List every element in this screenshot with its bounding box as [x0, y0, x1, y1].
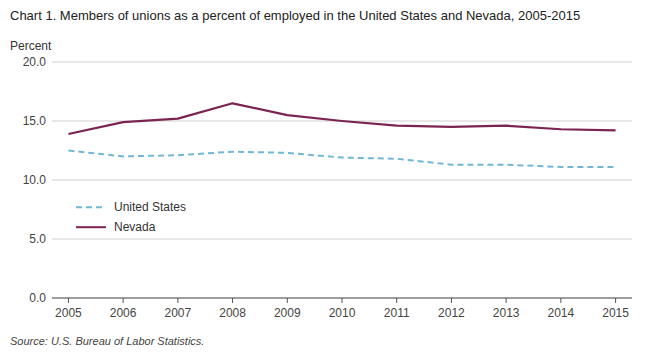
x-tick [396, 298, 397, 303]
x-tick [451, 298, 452, 303]
x-tick [68, 298, 69, 303]
x-tick-label: 2015 [602, 306, 629, 320]
x-tick-label: 2013 [493, 306, 520, 320]
series-line [68, 151, 615, 168]
legend-swatch [76, 206, 106, 208]
x-tick [506, 298, 507, 303]
legend-swatch [76, 226, 106, 228]
y-grid [52, 62, 632, 298]
x-tick-label: 2009 [274, 306, 301, 320]
x-tick [615, 298, 616, 303]
lines [68, 103, 615, 167]
x-tick [287, 298, 288, 303]
y-tick-label: 20.0 [23, 55, 47, 69]
grid-line [52, 62, 632, 63]
x-tick-label: 2005 [55, 306, 82, 320]
x-tick-label: 2014 [548, 306, 575, 320]
y-tick-label: 10.0 [23, 173, 47, 187]
grid-line [52, 180, 632, 181]
x-tick [342, 298, 343, 303]
x-tick-label: 2010 [329, 306, 356, 320]
title: Chart 1. Members of unions as a percent … [10, 8, 580, 23]
y-tick-label: 0.0 [29, 291, 46, 305]
x-tick-label: 2012 [438, 306, 465, 320]
y-axis-label: Percent [10, 39, 52, 53]
y-tick-label: 15.0 [23, 114, 47, 128]
chart: Chart 1. Members of unions as a percent … [0, 0, 650, 353]
x-tick [560, 298, 561, 303]
legend-label: United States [114, 200, 186, 214]
x-tick [177, 298, 178, 303]
series-line [68, 103, 615, 134]
grid-line [52, 239, 632, 240]
x-tick [232, 298, 233, 303]
x-tick-label: 2007 [164, 306, 191, 320]
source: Source: U.S. Bureau of Labor Statistics. [10, 335, 204, 347]
legend: United States Nevada [76, 200, 186, 234]
x-tick-label: 2008 [219, 306, 246, 320]
x-tick-label: 2006 [110, 306, 137, 320]
x-tick [123, 298, 124, 303]
y-tick-label: 5.0 [29, 232, 46, 246]
x-tick-label: 2011 [384, 306, 410, 320]
legend-label: Nevada [114, 220, 156, 234]
